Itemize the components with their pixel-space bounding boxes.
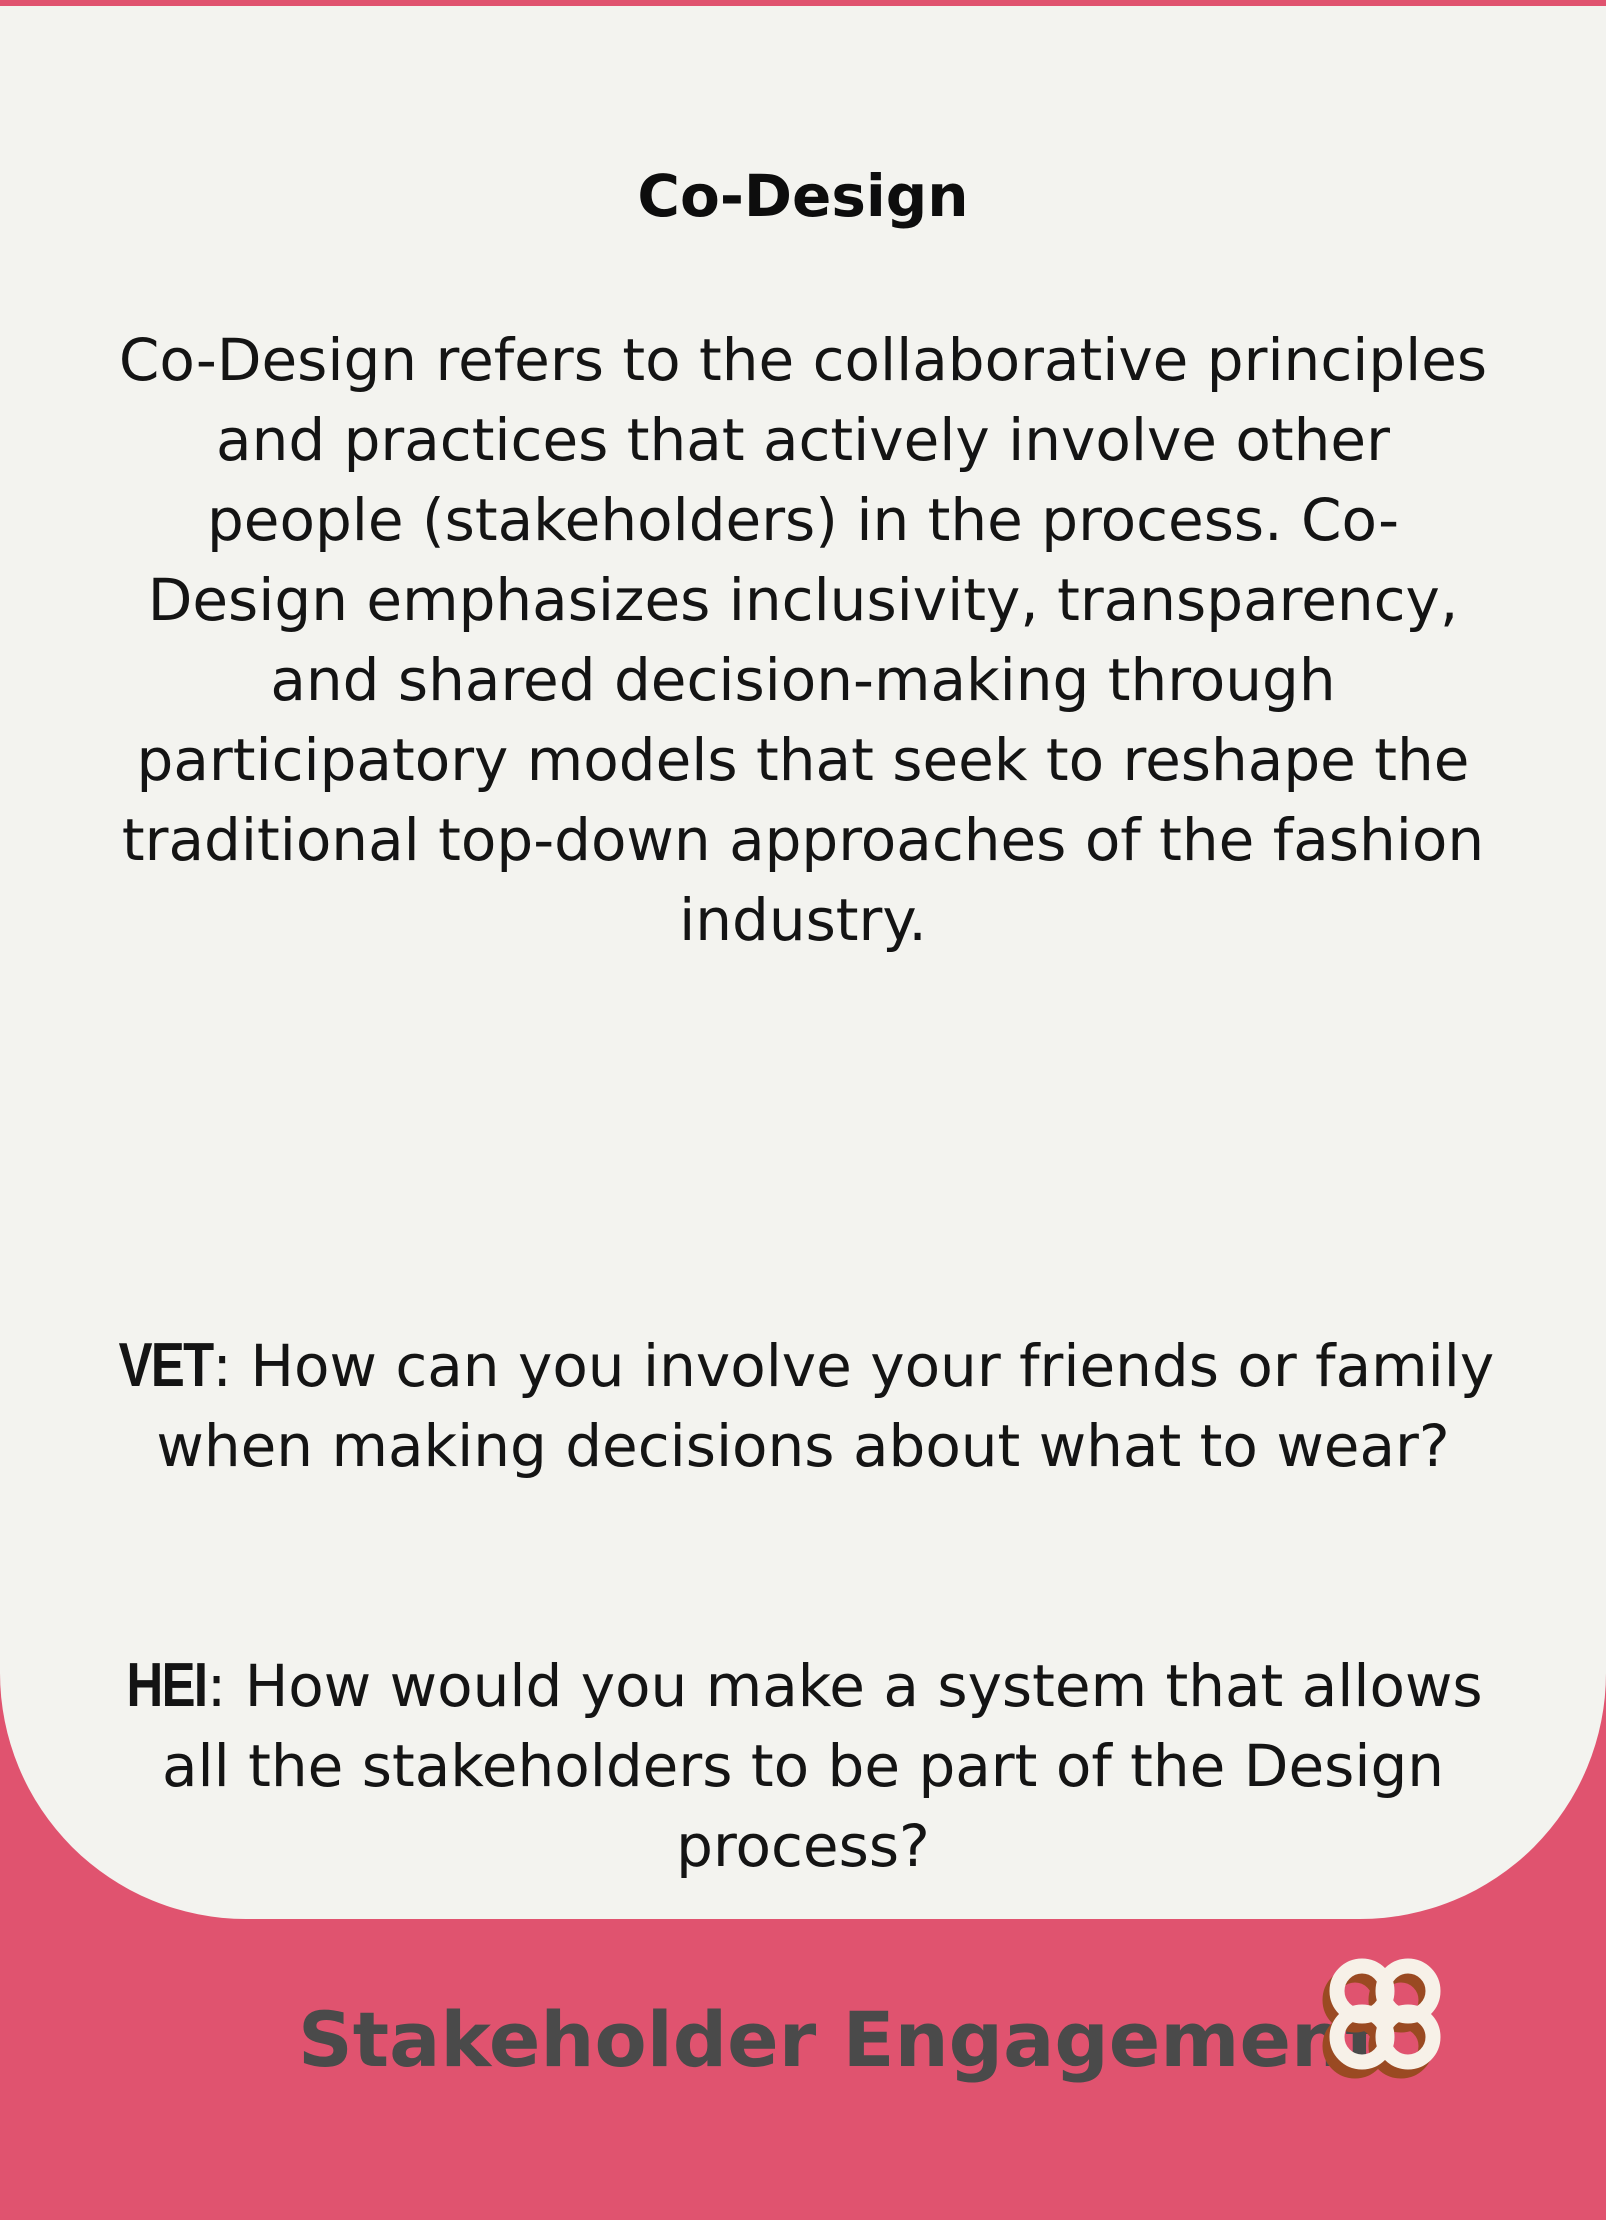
vet-tag: VET: [118, 1331, 214, 1400]
clover-knot-icon: [1322, 1958, 1441, 2079]
card-content-panel: Co-Design Co-Design refers to the collab…: [0, 6, 1606, 1919]
category-label: Stakeholder Engagement: [298, 1995, 1382, 2084]
hei-question-text: : How would you make a system that allow…: [161, 1652, 1483, 1880]
card-title: Co-Design: [637, 162, 969, 230]
hei-question: HEI: How would you make a system that al…: [110, 1646, 1496, 1886]
vet-question-text: : How can you involve your friends or fa…: [156, 1332, 1495, 1480]
category-footer: Stakeholder Engagement: [0, 1958, 1606, 2105]
definition-text: Co-Design refers to the collaborative pr…: [118, 326, 1488, 954]
hei-tag: HEI: [126, 1651, 208, 1720]
vet-question: VET: How can you involve your friends or…: [110, 1326, 1496, 1486]
